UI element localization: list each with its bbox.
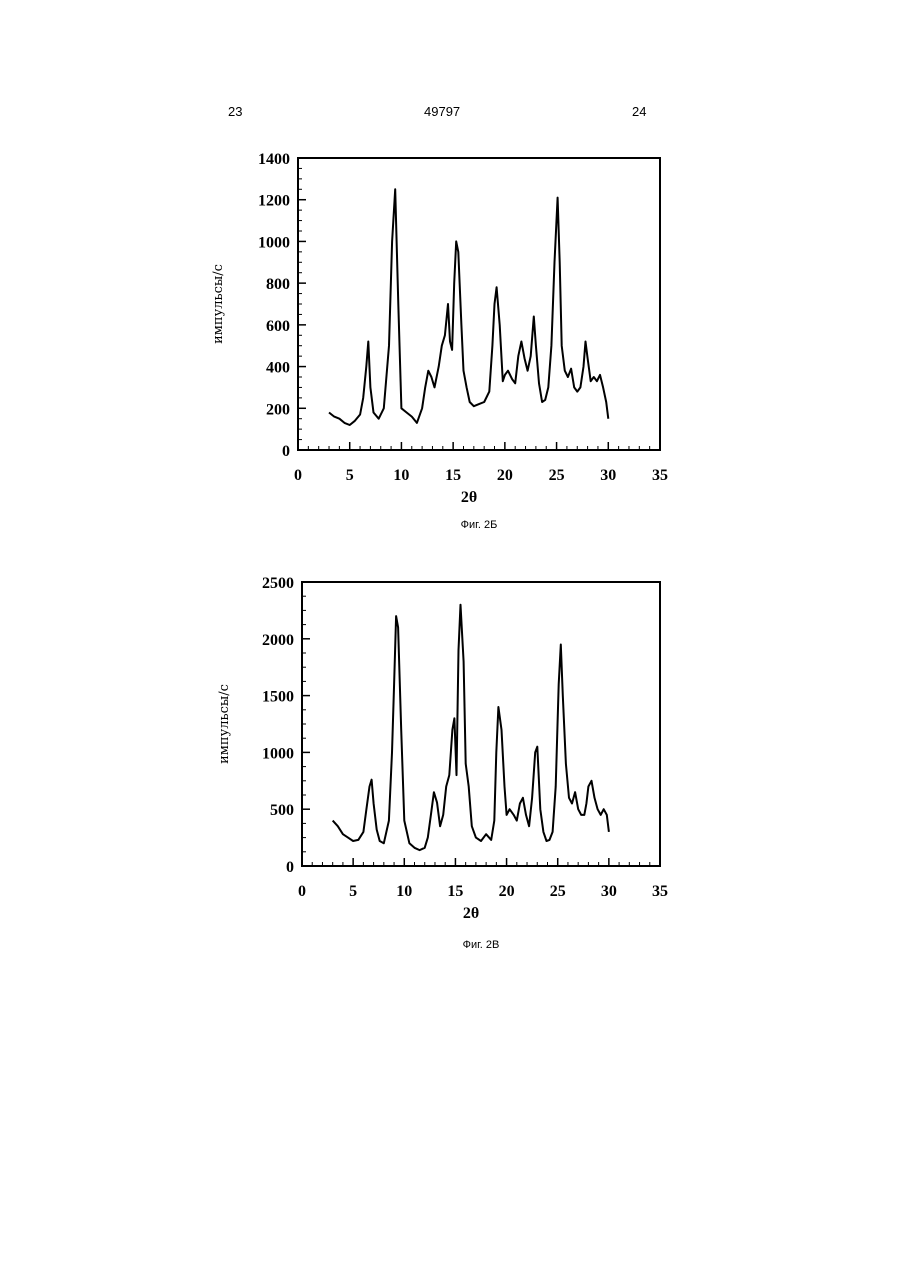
chart-1-xtick-label: 10 xyxy=(393,467,409,484)
chart-2-xtick-label: 0 xyxy=(298,883,306,900)
chart-2-ytick-label: 500 xyxy=(270,802,294,819)
chart-1-xtick-label: 30 xyxy=(600,467,616,484)
chart-1-xtick-label: 5 xyxy=(346,467,354,484)
chart-1-ytick-label: 1000 xyxy=(258,234,290,251)
chart-1-xtick-label: 15 xyxy=(445,467,461,484)
chart-2-xtick-label: 30 xyxy=(601,883,617,900)
chart-2-ytick-label: 0 xyxy=(286,859,294,876)
chart-2-x-axis-title: 2θ xyxy=(463,905,479,922)
chart-2-xtick-label: 5 xyxy=(349,883,357,900)
chart-1-ytick-label: 200 xyxy=(266,401,290,418)
chart-2-plot-frame xyxy=(302,582,660,866)
chart-1-xtick-label: 35 xyxy=(652,467,668,484)
chart-1-xtick-label: 0 xyxy=(294,467,302,484)
chart-2-xtick-label: 10 xyxy=(396,883,412,900)
chart-2-ytick-label: 2000 xyxy=(262,632,294,649)
chart-1-series-line xyxy=(329,189,608,425)
chart-2-xtick-label: 25 xyxy=(550,883,566,900)
chart-2-xtick-label: 15 xyxy=(447,883,463,900)
chart-2-xtick-label: 20 xyxy=(499,883,515,900)
chart-2-caption: Фиг. 2В xyxy=(463,939,500,951)
chart-1-ytick-label: 1200 xyxy=(258,193,290,210)
chart-1-y-axis-title: импульсы/с xyxy=(211,264,226,344)
chart-1-xtick-label: 20 xyxy=(497,467,513,484)
chart-1-plot-frame xyxy=(298,158,660,450)
chart-2-ytick-label: 2500 xyxy=(262,575,294,592)
chart-2-y-axis-title: импульсы/с xyxy=(217,684,232,764)
chart-2-series-line xyxy=(333,605,609,850)
chart-2-xtick-label: 35 xyxy=(652,883,668,900)
chart-1-caption: Фиг. 2Б xyxy=(461,519,498,531)
chart-2-ytick-label: 1000 xyxy=(262,745,294,762)
chart-1-ytick-label: 800 xyxy=(266,276,290,293)
chart-1-xtick-label: 25 xyxy=(549,467,565,484)
chart-1-x-axis-title: 2θ xyxy=(461,489,477,506)
chart-2-ytick-label: 1500 xyxy=(262,689,294,706)
chart-1-ytick-label: 400 xyxy=(266,360,290,377)
chart-1-ytick-label: 0 xyxy=(282,443,290,460)
chart-1-ytick-label: 600 xyxy=(266,318,290,335)
chart-1-ytick-label: 1400 xyxy=(258,151,290,168)
